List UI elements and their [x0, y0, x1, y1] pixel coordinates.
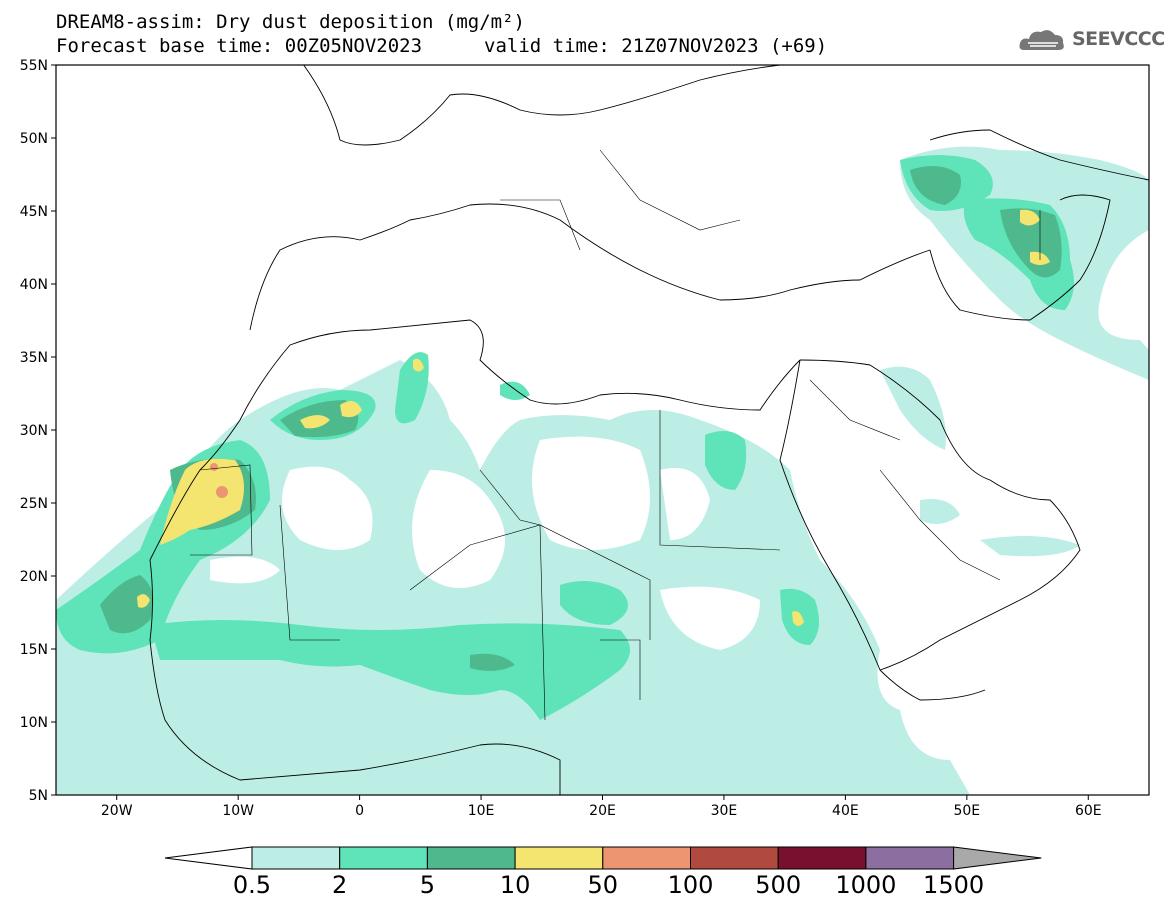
- dust-fields: [56, 146, 1149, 795]
- colorbar-swatch: [602, 846, 691, 870]
- lat-label: 25N: [20, 496, 48, 512]
- forecast-time-line: Forecast base time: 00Z05NOV2023 valid ti…: [56, 35, 827, 57]
- lat-label: 50N: [20, 131, 48, 147]
- lat-label: 55N: [20, 58, 48, 74]
- lon-label: 30E: [711, 803, 738, 819]
- latitude-labels: 55N 50N 45N 40N 35N 30N 25N 20N 15N 10N 5N: [20, 58, 56, 804]
- lat-label: 15N: [20, 642, 48, 658]
- lat-label: 35N: [20, 350, 48, 366]
- colorbar-label: 100: [668, 871, 714, 899]
- lat-label: 40N: [20, 277, 48, 293]
- cloud-icon: [1019, 30, 1064, 50]
- lon-label: 0: [355, 803, 364, 819]
- lon-label: 10W: [222, 803, 254, 819]
- lat-label: 20N: [20, 569, 48, 585]
- colorbar-label: 500: [755, 871, 801, 899]
- lon-label: 10E: [468, 803, 495, 819]
- colorbar-label: 2: [332, 871, 347, 899]
- colorbar-label: 0.5: [233, 871, 271, 899]
- lat-label: 30N: [20, 423, 48, 439]
- colorbar-label: 1500: [923, 871, 984, 899]
- clear-areas: [210, 436, 760, 650]
- colorbar-swatch: [339, 846, 428, 870]
- borders: [190, 149, 1041, 721]
- lat-label: 45N: [20, 204, 48, 220]
- colorbar: [164, 846, 1042, 870]
- colorbar-swatch: [514, 846, 604, 870]
- coastlines: [149, 65, 1149, 795]
- colorbar-swatch: [690, 846, 779, 870]
- logo-text: SEEVCCC: [1072, 28, 1165, 50]
- lon-label: 50E: [953, 803, 980, 819]
- colorbar-low-arrow: [164, 846, 253, 870]
- valid-time: valid time: 21Z07NOV2023 (+69): [484, 35, 828, 57]
- colorbar-high-arrow: [953, 846, 1042, 870]
- colorbar-swatch: [426, 846, 516, 870]
- lon-label: 40E: [832, 803, 859, 819]
- colorbar-swatch: [777, 846, 867, 870]
- lat-label: 5N: [29, 788, 48, 804]
- lon-label: 20E: [589, 803, 616, 819]
- colorbar-label: 5: [420, 871, 435, 899]
- lon-label: 20W: [101, 803, 133, 819]
- base-time: Forecast base time: 00Z05NOV2023: [56, 35, 423, 57]
- colorbar-labels: 0.5 2 5 10 50 100 500 1000 1500: [233, 871, 984, 899]
- level-10: [137, 209, 1050, 626]
- seevccc-logo: SEEVCCC: [1018, 24, 1165, 58]
- colorbar-label: 50: [588, 871, 619, 899]
- colorbar-swatch: [251, 846, 341, 870]
- colorbar-label: 10: [500, 871, 531, 899]
- colorbar-swatch: [865, 846, 955, 870]
- longitude-labels: 20W 10W 0 10E 20E 30E 40E 50E 60E: [101, 795, 1102, 819]
- lon-label: 60E: [1075, 803, 1102, 819]
- map-title: DREAM8-assim: Dry dust deposition (mg/m²…: [56, 11, 525, 33]
- colorbar-label: 1000: [835, 871, 896, 899]
- lat-label: 10N: [20, 715, 48, 731]
